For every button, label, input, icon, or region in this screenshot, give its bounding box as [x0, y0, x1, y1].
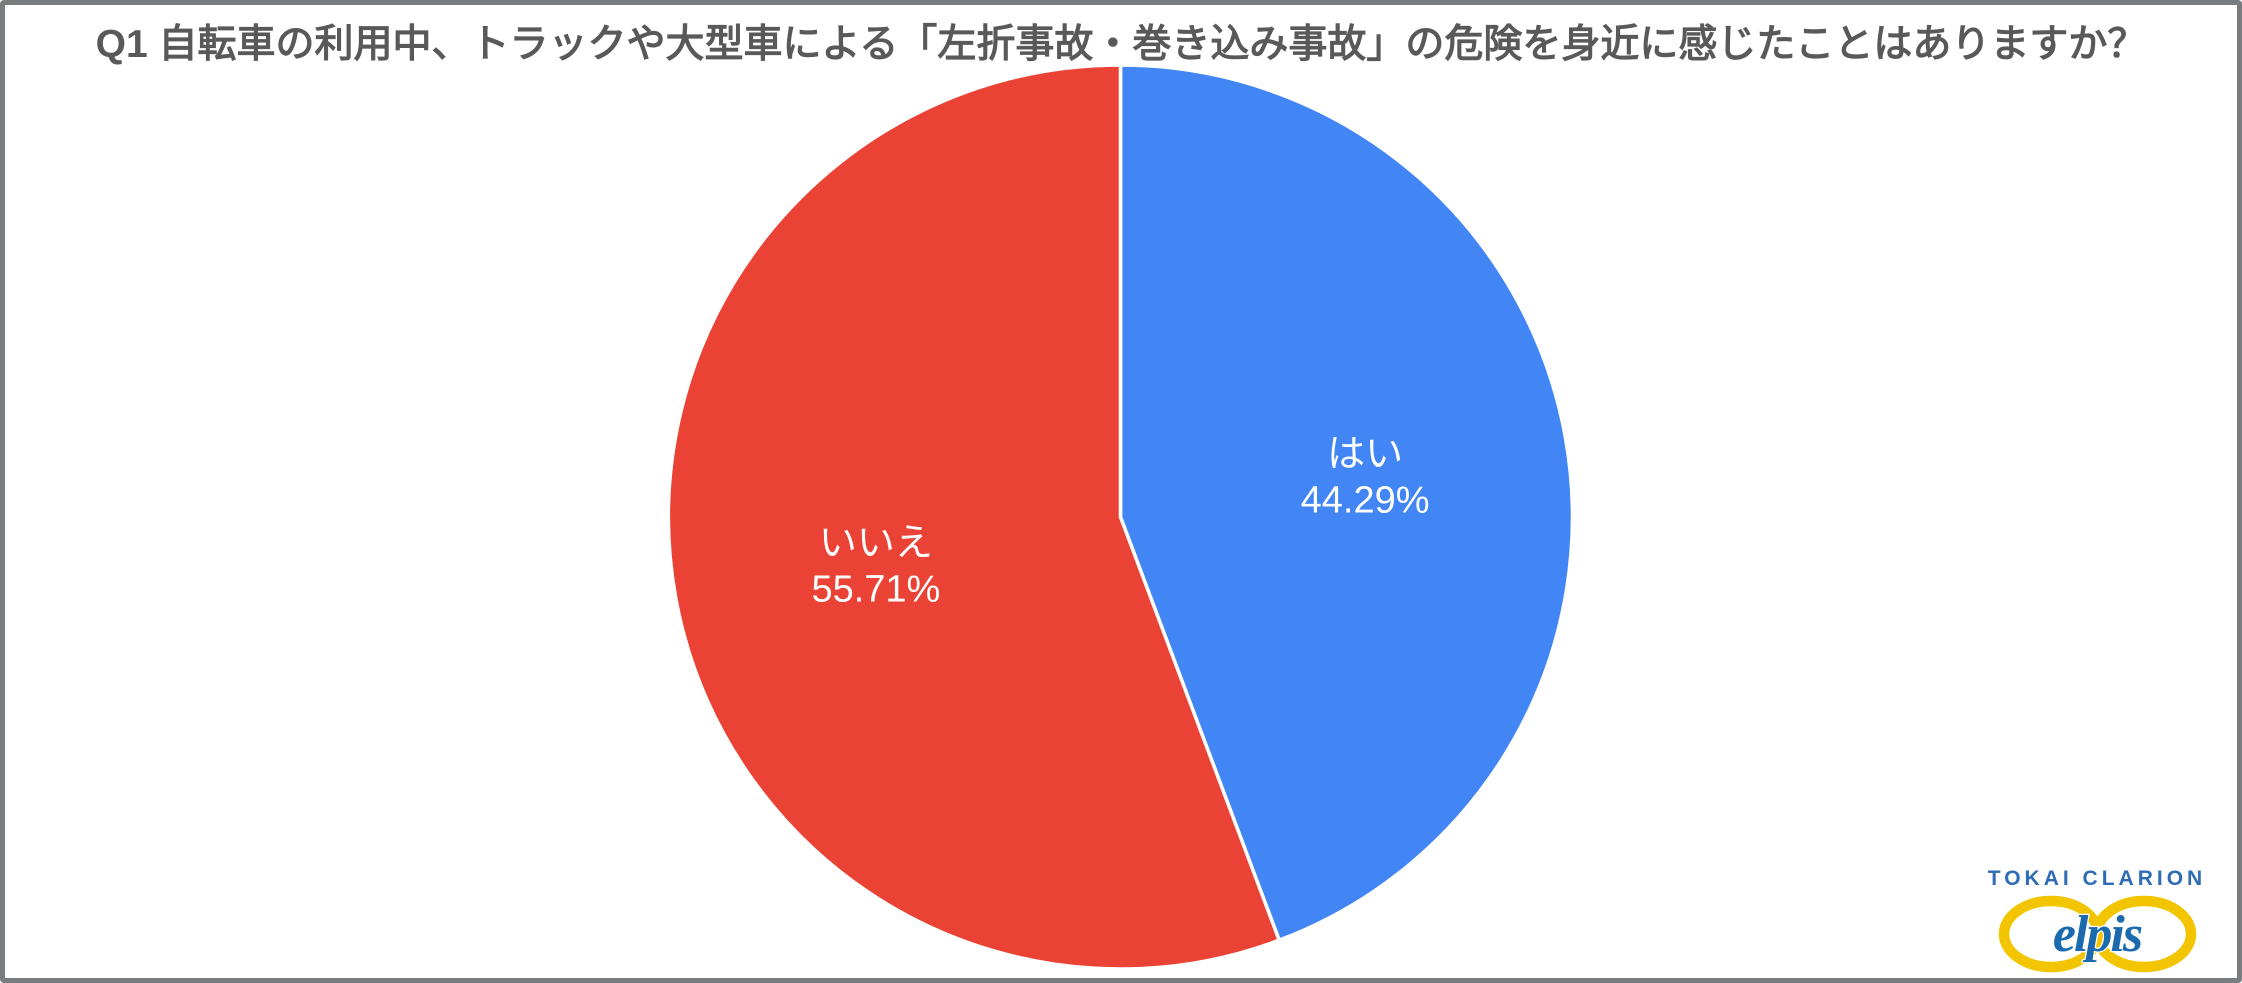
brand-logo: TOKAI CLARION elpis [1977, 867, 2217, 974]
pie-slice-0 [1118, 63, 1575, 942]
brand-company-name: TOKAI CLARION [1987, 867, 2207, 890]
logo-ring-right-icon [2091, 895, 2196, 973]
chart-title: Q1 自転車の利用中、トラックや大型車による「左折事故・巻き込み事故」の危険を身… [95, 23, 2147, 66]
pie-slice-1 [666, 63, 1281, 971]
elpis-logo: elpis [1998, 895, 2196, 973]
logo-text: elpis [2052, 906, 2141, 963]
pie-slice-label-1: いいえ 55.71% [811, 522, 940, 610]
pie-slice-label-0: はい 44.29% [1301, 434, 1430, 522]
pie-chart: はい 44.29% いいえ 55.71% [666, 63, 1575, 971]
